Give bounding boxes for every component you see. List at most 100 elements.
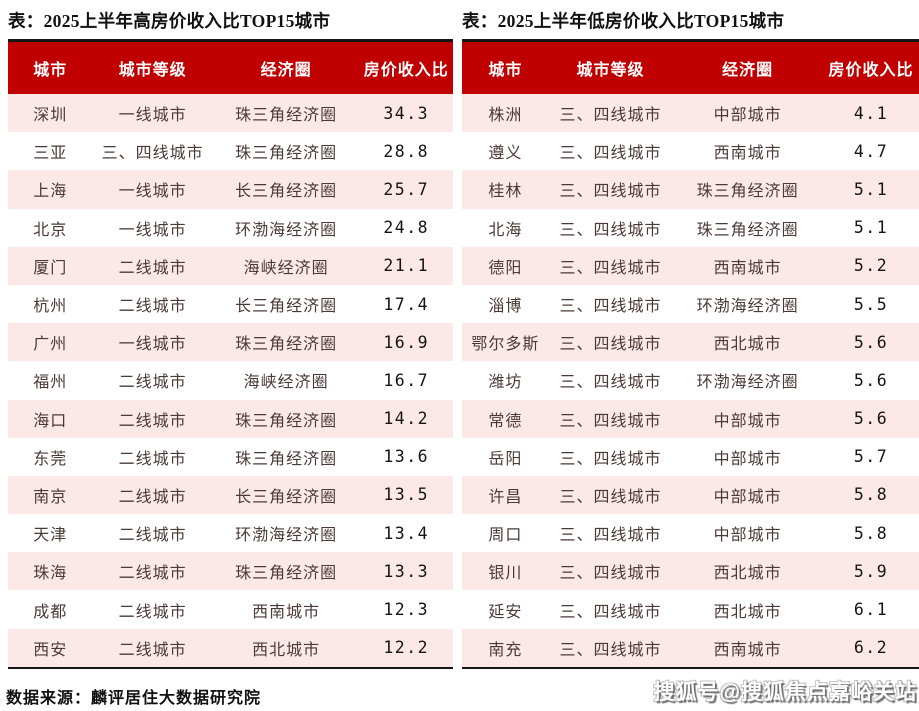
table-row: 延安 三、四线城市 西北城市 6.1 [462,590,919,629]
ratio-cell: 5.7 [853,447,889,467]
ratio-cell: 34.3 [383,103,430,123]
region-cell: 珠三角经济圈 [235,450,338,468]
tier-cell: 二线城市 [118,527,187,545]
table-row: 株洲 三、四线城市 中部城市 4.1 [462,94,919,133]
city-cell: 海口 [33,412,68,430]
table-row: 东莞 二线城市 珠三角经济圈 13.6 [8,437,453,476]
table-row: 天津 二线城市 环渤海经济圈 13.4 [8,514,453,553]
ratio-cell: 5.5 [853,294,889,314]
region-cell: 环渤海经济圈 [235,527,338,545]
tier-cell: 二线城市 [118,374,187,392]
ratio-cell: 6.2 [853,638,889,658]
low-ratio-table: 城市 城市等级 经济圈 房价收入比 株洲 三、四线城市 中部城市 4.1 遵义 三、四线城市 西南… [462,39,919,669]
region-cell: 中部城市 [713,450,782,468]
city-cell: 珠海 [33,565,68,583]
table-row: 三亚 三、四线城市 珠三角经济圈 28.8 [8,132,453,171]
region-cell: 西南城市 [713,641,782,659]
city-cell: 广州 [33,336,68,354]
region-cell: 西北城市 [713,336,782,354]
table-header-row: 城市 城市等级 经济圈 房价收入比 [462,42,919,94]
region-cell: 中部城市 [713,488,782,506]
city-cell: 延安 [488,603,523,621]
tier-cell: 三、四线城市 [559,412,662,430]
tier-cell: 二线城市 [118,259,187,277]
ratio-cell: 17.4 [383,294,430,314]
city-cell: 东莞 [33,450,68,468]
region-cell: 珠三角经济圈 [696,221,799,239]
region-cell: 西南城市 [713,259,782,277]
city-cell: 周口 [488,527,523,545]
city-cell: 厦门 [33,259,68,277]
ratio-cell: 14.2 [383,409,430,429]
sohu-watermark: 搜狐号@搜狐焦点嘉峪关站 [653,681,917,704]
table-row: 淄博 三、四线城市 环渤海经济圈 5.5 [462,284,919,324]
ratio-cell: 4.7 [853,141,889,161]
tier-cell: 二线城市 [118,565,187,583]
city-cell: 鄂尔多斯 [471,336,540,354]
city-cell: 岳阳 [488,450,523,468]
city-cell: 福州 [33,374,68,392]
ratio-cell: 4.1 [853,103,889,123]
city-cell: 天津 [33,527,68,545]
tier-cell: 二线城市 [118,450,187,468]
region-cell: 环渤海经济圈 [696,298,799,316]
table-row: 岳阳 三、四线城市 中部城市 5.7 [462,437,919,476]
table-body: 深圳 一线城市 珠三角经济圈 34.3 三亚 三、四线城市 珠三角经济圈 28.8 上海 一线城市… [8,94,453,667]
table-row: 海口 二线城市 珠三角经济圈 14.2 [8,399,453,438]
column-header: 城市等级 [118,62,187,79]
table-row: 广州 一线城市 珠三角经济圈 16.9 [8,323,453,362]
low-ratio-column: 表：2025上半年低房价收入比TOP15城市 城市 城市等级 经济圈 房价收入比 株洲… [462,6,919,669]
ratio-cell: 6.1 [853,600,889,620]
ratio-cell: 13.4 [383,523,430,543]
region-cell: 长三角经济圈 [235,488,338,506]
tier-cell: 三、四线城市 [559,259,662,277]
table-row: 周口 三、四线城市 中部城市 5.8 [462,514,919,553]
table-row: 鄂尔多斯 三、四线城市 西北城市 5.6 [462,323,919,362]
table-row: 南京 二线城市 长三角经济圈 13.5 [8,475,453,515]
region-cell: 珠三角经济圈 [235,565,338,583]
region-cell: 西南城市 [252,603,321,621]
table-row: 上海 一线城市 长三角经济圈 25.7 [8,170,453,209]
column-header: 经济圈 [722,62,774,79]
tier-cell: 三、四线城市 [559,107,662,125]
city-cell: 遵义 [488,145,523,163]
region-cell: 西北城市 [713,565,782,583]
ratio-cell: 5.8 [853,523,889,543]
ratio-cell: 25.7 [383,179,430,199]
city-cell: 株洲 [488,107,523,125]
tier-cell: 三、四线城市 [101,145,204,163]
region-cell: 珠三角经济圈 [235,107,338,125]
tier-cell: 三、四线城市 [559,145,662,163]
ratio-cell: 5.6 [853,409,889,429]
column-header: 城市等级 [576,62,645,79]
region-cell: 珠三角经济圈 [235,336,338,354]
tier-cell: 三、四线城市 [559,221,662,239]
tier-cell: 一线城市 [118,107,187,125]
tier-cell: 二线城市 [118,641,187,659]
low-ratio-table-title: 表：2025上半年低房价收入比TOP15城市 [462,11,785,31]
ratio-cell: 5.9 [853,561,889,581]
tier-cell: 三、四线城市 [559,450,662,468]
city-cell: 南充 [488,641,523,659]
table-row: 潍坊 三、四线城市 环渤海经济圈 5.6 [462,361,919,400]
high-ratio-table: 城市 城市等级 经济圈 房价收入比 深圳 一线城市 珠三角经济圈 34.3 三亚 三、四线城市珠… [8,39,453,669]
tier-cell: 三、四线城市 [559,183,662,201]
table-row: 西安 二线城市 西北城市 12.2 [8,628,453,667]
ratio-cell: 16.9 [383,332,430,352]
city-cell: 桂林 [488,183,523,201]
table-row: 许昌 三、四线城市 中部城市 5.8 [462,475,919,515]
city-cell: 淄博 [488,298,523,316]
column-header: 城市 [488,62,523,79]
region-cell: 西北城市 [713,603,782,621]
city-cell: 许昌 [488,488,523,506]
column-header: 经济圈 [260,62,312,79]
city-cell: 上海 [33,183,68,201]
ratio-cell: 13.3 [383,561,430,581]
table-row: 德阳 三、四线城市 西南城市 5.2 [462,246,919,285]
table-row: 杭州 二线城市 长三角经济圈 17.4 [8,284,453,324]
tier-cell: 三、四线城市 [559,488,662,506]
column-header: 城市 [33,62,68,79]
city-cell: 北海 [488,221,523,239]
table-row: 北海 三、四线城市 珠三角经济圈 5.1 [462,208,919,247]
ratio-cell: 28.8 [383,141,430,161]
